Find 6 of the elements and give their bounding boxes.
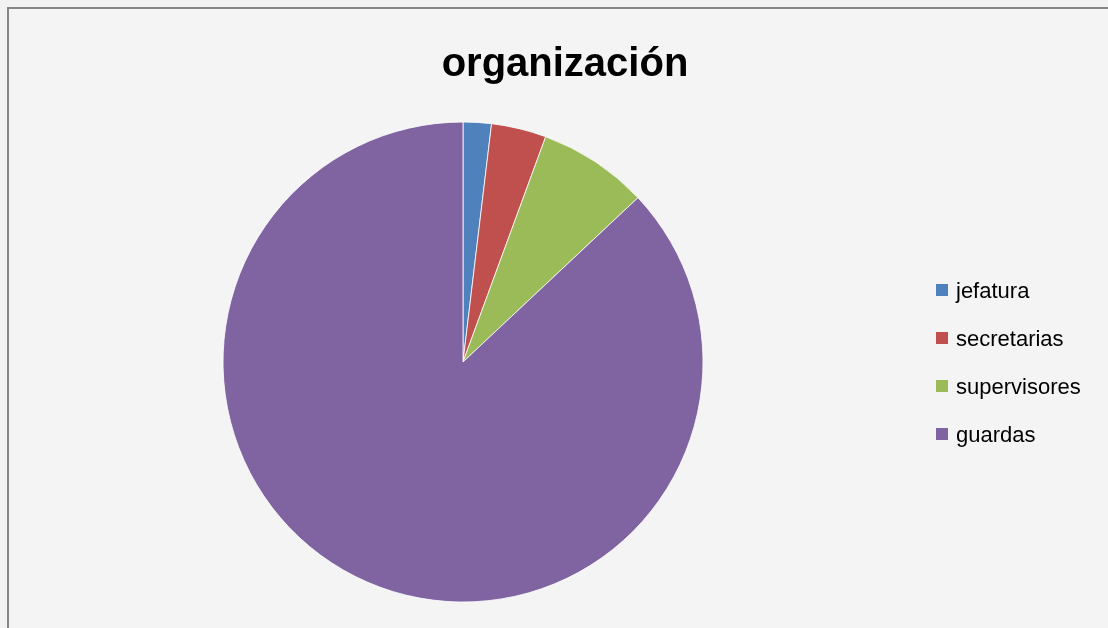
legend-label: jefatura — [955, 277, 1031, 303]
chart-title: organización — [441, 40, 689, 84]
legend-label: guardas — [956, 421, 1036, 447]
legend-label: supervisores — [956, 373, 1081, 399]
legend-label: secretarias — [956, 325, 1064, 351]
pie-slice — [222, 121, 704, 603]
